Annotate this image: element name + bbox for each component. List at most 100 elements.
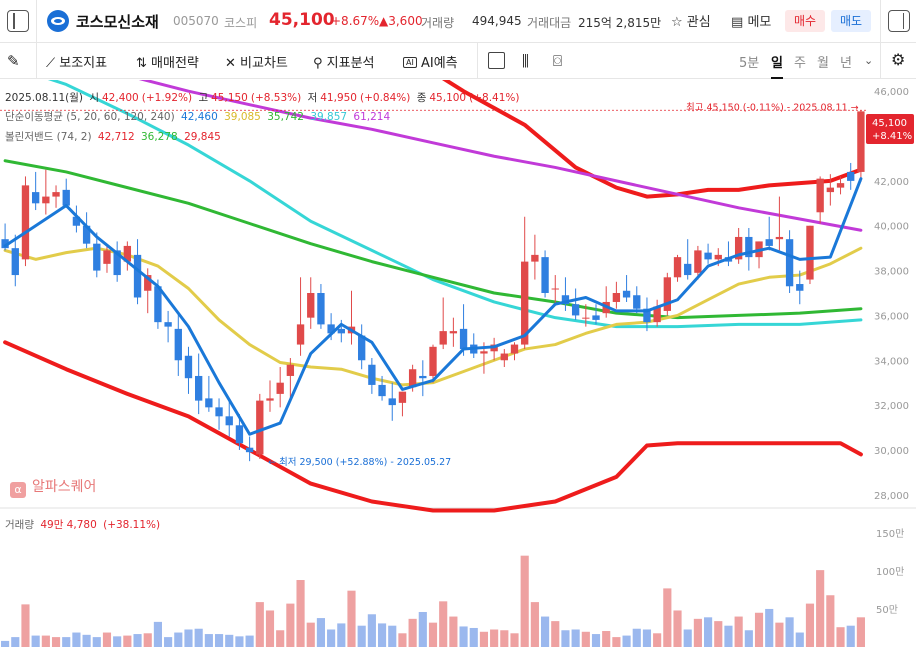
chart-area[interactable]: 46,00044,00042,00040,00038,00036,00034,0… — [0, 80, 916, 647]
volume-bar — [306, 622, 315, 647]
shuffle-icon: ✕ — [225, 56, 236, 71]
pencil-icon[interactable]: ✎ — [7, 52, 20, 70]
strategy-button[interactable]: ⇅ 매매전략 — [136, 52, 199, 71]
volume-bar — [836, 627, 845, 647]
tab-week[interactable]: 주 — [794, 56, 806, 71]
ma240-value: 61,214 — [353, 111, 391, 123]
candle — [82, 225, 91, 244]
volume-bar — [673, 610, 682, 647]
candle — [551, 288, 559, 290]
stock-name: 코스모신소재 — [76, 13, 159, 31]
volume-axis-tick: 150만 — [876, 528, 904, 540]
volume-bar — [204, 634, 213, 647]
tab-month[interactable]: 월 — [817, 56, 829, 71]
candle — [21, 185, 30, 260]
info-date: 2025.08.11(월) — [5, 92, 83, 104]
volume-bar — [357, 625, 366, 647]
volume-bar — [683, 629, 692, 647]
memo-label: 메모 — [747, 15, 772, 30]
volume-bar — [530, 602, 539, 647]
volume-bar — [174, 632, 183, 647]
volume-bar — [612, 637, 621, 647]
volume-bar — [469, 627, 478, 647]
change-percent: +8.67% — [331, 14, 380, 28]
header-divider — [36, 0, 37, 43]
volume-bar — [724, 625, 733, 647]
compare-label: 비교차트 — [240, 56, 288, 71]
tab-year[interactable]: 년 — [840, 56, 852, 71]
camera-icon[interactable]: ⌼ — [553, 52, 563, 70]
volume-bar — [21, 604, 30, 647]
volume-bar — [316, 618, 326, 647]
candle — [388, 398, 396, 406]
candle-type-icon[interactable]: ⫼ — [522, 52, 529, 70]
right-panel-toggle-icon[interactable] — [888, 10, 910, 32]
compare-button[interactable]: ✕ 비교차트 — [225, 52, 288, 71]
volume-info-label: 거래량 — [5, 519, 34, 531]
ma240-line — [441, 80, 863, 199]
volume-bar — [856, 617, 865, 647]
volume-bar — [826, 595, 835, 647]
candle — [378, 384, 386, 397]
trend-icon: ⟋ — [46, 56, 56, 71]
volume-bar — [428, 622, 438, 647]
candle — [510, 344, 519, 354]
candle — [439, 331, 447, 345]
memo-button[interactable]: ▤ 메모 — [731, 11, 771, 30]
analysis-button[interactable]: ⚲ 지표분석 — [313, 52, 375, 71]
volume-bar — [561, 630, 570, 647]
volume-bar — [785, 617, 794, 647]
watchlist-label: 관심 — [686, 15, 711, 30]
chart-toolbar: ✎ ⟋ 보조지표 ⇅ 매매전략 ✕ 비교차트 ⚲ 지표분석 AI AI예측 ⫼ … — [0, 43, 916, 79]
volume-bar — [1, 640, 10, 647]
volume-bar — [102, 632, 112, 647]
indicators-button[interactable]: ⟋ 보조지표 — [46, 52, 107, 71]
square-draw-icon[interactable] — [488, 52, 505, 69]
volume-bar — [398, 633, 407, 647]
ma20-value: 39,085 — [224, 111, 261, 123]
buy-button[interactable]: 매수 — [785, 10, 825, 32]
candle — [1, 239, 9, 249]
tab-day[interactable]: 일 — [771, 52, 783, 79]
candle — [113, 250, 121, 276]
ai-forecast-button[interactable]: AI AI예측 — [403, 52, 458, 71]
candle — [327, 324, 335, 334]
volume-bar — [479, 631, 489, 647]
market-name: 코스피 — [224, 16, 258, 30]
volume-bar — [296, 580, 305, 647]
volume-bar — [591, 634, 601, 647]
watchlist-button[interactable]: ☆ 관심 — [671, 11, 711, 30]
ma60-value: 35,742 — [267, 111, 304, 123]
candle — [93, 243, 101, 271]
candle — [419, 375, 427, 379]
price-axis-tick: 28,000 — [874, 491, 909, 502]
left-panel-toggle-icon[interactable] — [7, 10, 29, 32]
stock-header: 코스모신소재 005070 코스피 45,100 +8.67% ▲3,600 거… — [0, 0, 916, 43]
price-axis-tick: 46,000 — [874, 87, 909, 98]
open-label: 시 — [89, 92, 99, 104]
candle — [826, 187, 835, 193]
gear-icon[interactable]: ⚙ — [891, 50, 906, 69]
candle — [836, 183, 845, 188]
toolbar-divider — [880, 43, 881, 79]
chevron-down-icon[interactable]: ⌄ — [864, 54, 874, 67]
price-axis-tick: 30,000 — [874, 446, 909, 457]
bb-label: 볼린저밴드 (74, 2) — [5, 131, 92, 143]
price-chart[interactable]: 46,00044,00042,00040,00038,00036,00034,0… — [0, 80, 916, 647]
candle — [847, 171, 855, 181]
ai-forecast-label: AI예측 — [420, 56, 458, 71]
volume-bar — [408, 618, 417, 647]
candle — [296, 324, 305, 345]
close-label: 종 — [416, 92, 427, 104]
candle — [521, 261, 529, 345]
volume-bar — [642, 629, 652, 647]
candle — [643, 308, 651, 323]
volume-axis-tick: 100만 — [876, 566, 904, 578]
sell-button[interactable]: 매도 — [831, 10, 871, 32]
tab-5min[interactable]: 5분 — [739, 56, 760, 71]
candle — [184, 355, 193, 379]
volume-bar — [540, 616, 550, 647]
candle — [806, 225, 814, 280]
trade-amount-value: 215억 2,815만 — [578, 16, 662, 30]
candle — [745, 236, 753, 258]
